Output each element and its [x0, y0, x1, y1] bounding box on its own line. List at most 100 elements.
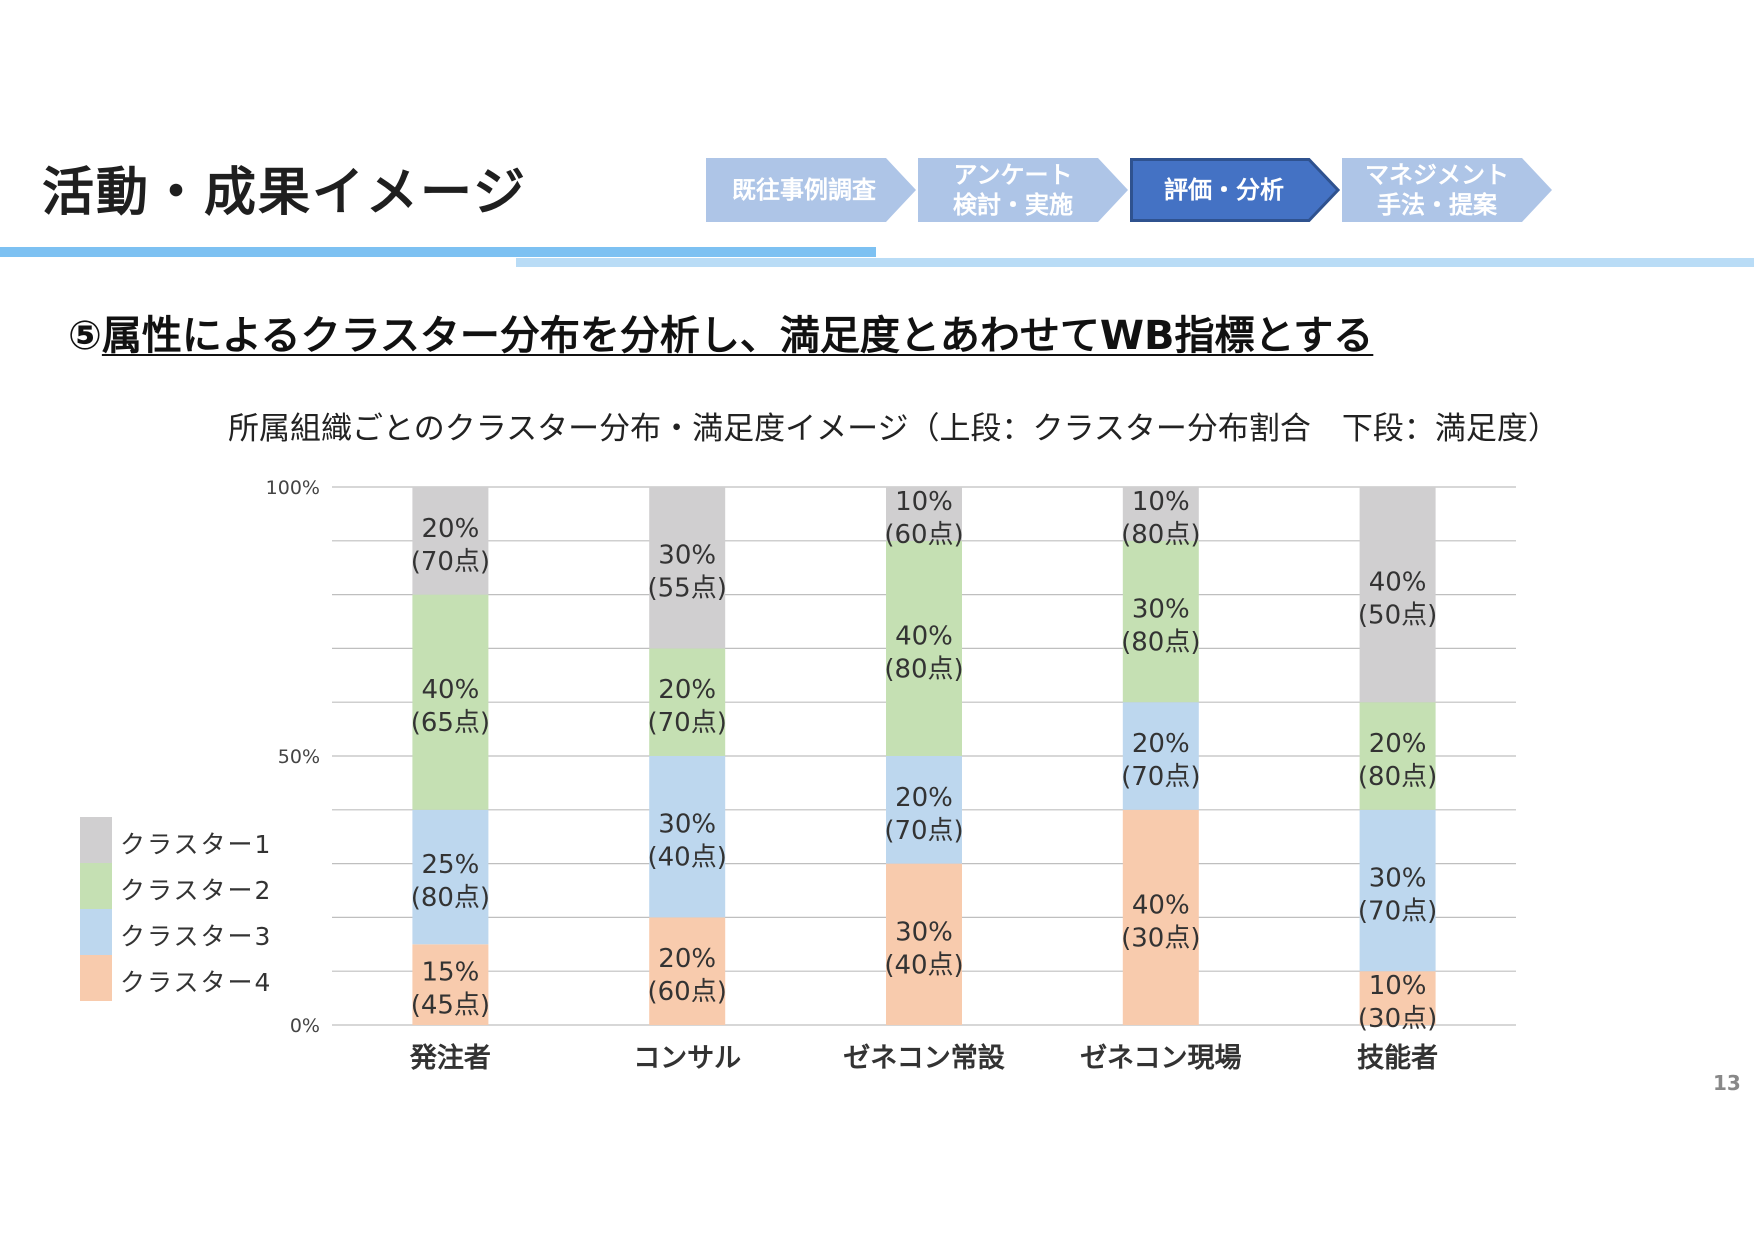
legend-item-cluster2: クラスター2	[80, 863, 320, 909]
x-axis-labels: 発注者 コンサル ゼネコン常設 ゼネコン現場 技能者	[409, 1042, 1438, 1074]
stacked-bar-chart: 0%50%100% 15%(45点)25%(80点)40%(65点)20%(70…	[266, 477, 1516, 1074]
bar-score-label: (80点)	[884, 654, 963, 684]
bar-segment	[649, 648, 726, 756]
bar-segment	[1122, 540, 1199, 703]
x-tick-label: コンサル	[633, 1043, 741, 1074]
bar-percent-label: 10%	[1369, 971, 1427, 1001]
bar-score-label: (70点)	[1358, 897, 1437, 927]
subtitle-number: ⑤	[68, 313, 102, 359]
bar-segment	[412, 809, 489, 945]
bar-score-label: (65点)	[411, 708, 490, 738]
bar-percent-label: 40%	[895, 621, 953, 651]
bar-segment	[1359, 487, 1436, 703]
bar-score-label: (70点)	[648, 708, 727, 738]
bar-score-label: (60点)	[884, 520, 963, 550]
bar-percent-label: 30%	[1132, 595, 1190, 625]
header-rule-secondary	[516, 258, 1754, 267]
bar-score-label: (80点)	[1358, 762, 1437, 792]
bar-segment	[1122, 702, 1199, 810]
legend-item-cluster3: クラスター3	[80, 909, 320, 955]
bar-percent-label: 10%	[1132, 487, 1190, 517]
bar-score-label: (40点)	[648, 843, 727, 873]
step-arrow-shape	[706, 158, 916, 222]
step-label-line1: マネジメント	[1365, 161, 1509, 189]
x-tick-label: ゼネコン常設	[843, 1042, 1005, 1074]
bar-percent-label: 30%	[658, 810, 716, 840]
section-subtitle: ⑤属性によるクラスター分布を分析し、満足度とあわせてWB指標とする	[68, 303, 1373, 361]
bar-percent-label: 10%	[895, 487, 953, 517]
legend-item-cluster1: クラスター1	[80, 817, 320, 863]
process-steps: 既往事例調査 アンケート 検討・実施 評価・分析 マネジメント 手法・提案	[706, 158, 1556, 222]
bar-segment	[886, 487, 962, 541]
bar-score-label: (30点)	[1121, 923, 1200, 953]
bar-percent-label: 40%	[1132, 890, 1190, 920]
page-number: 13	[1713, 1071, 1741, 1095]
bar-score-label: (70点)	[1121, 762, 1200, 792]
page-title: 活動・成果イメージ	[42, 163, 527, 223]
bar-percent-label: 20%	[1132, 729, 1190, 759]
header-rule-primary	[0, 247, 876, 257]
legend-label: クラスター4	[120, 968, 273, 997]
bar-segment	[649, 756, 726, 918]
bar-score-label: (45点)	[411, 991, 490, 1021]
bar-percent-label: 20%	[658, 944, 716, 974]
bar-score-label: (50点)	[1358, 601, 1437, 631]
bar-score-label: (40点)	[884, 950, 963, 980]
y-axis-ticks: 0% 50% 100%	[266, 477, 320, 1037]
step-label-line2: 手法・提案	[1377, 191, 1497, 219]
subtitle-text: 属性によるクラスター分布を分析し、満足度とあわせてWB指標とする	[101, 313, 1374, 359]
legend-item-cluster4: クラスター4	[80, 955, 320, 1001]
legend-swatch	[80, 863, 112, 909]
bar-percent-label: 15%	[422, 958, 480, 988]
bar-score-label: (80点)	[411, 883, 490, 913]
legend-label: クラスター1	[120, 830, 273, 859]
bar-score-label: (30点)	[1358, 1004, 1437, 1034]
y-tick-label: 50%	[278, 746, 320, 768]
bar-segment	[412, 594, 489, 810]
bar-percent-label: 30%	[658, 541, 716, 571]
step-arrow-shape	[1342, 158, 1552, 222]
bar-percent-label: 40%	[422, 675, 480, 705]
chart-title: 所属組織ごとのクラスター分布・満足度イメージ（上段：クラスター分布割合 下段：満…	[228, 411, 1559, 447]
step-arrow-shape	[918, 158, 1128, 222]
bar-percent-label: 20%	[658, 675, 716, 705]
bar-percent-label: 20%	[1369, 729, 1427, 759]
bar-score-label: (70点)	[411, 547, 490, 577]
chart-legend: クラスター1 クラスター2 クラスター3 クラスター4	[80, 817, 320, 1001]
bar-segment	[412, 944, 489, 1025]
bar-segment	[1122, 487, 1199, 541]
legend-label: クラスター3	[120, 922, 273, 951]
legend-swatch	[80, 909, 112, 955]
step-label: 既往事例調査	[732, 176, 876, 204]
bar-percent-label: 30%	[1369, 864, 1427, 894]
bar-score-label: (80点)	[1121, 520, 1200, 550]
bar-score-label: (70点)	[884, 816, 963, 846]
legend-swatch	[80, 955, 112, 1001]
bar-score-label: (60点)	[648, 977, 727, 1007]
x-tick-label: 発注者	[409, 1042, 491, 1074]
step-management: マネジメント 手法・提案	[1342, 158, 1552, 222]
x-tick-label: 技能者	[1357, 1042, 1438, 1074]
y-tick-label: 100%	[266, 477, 320, 499]
y-tick-label: 0%	[290, 1015, 320, 1037]
bar-percent-label: 40%	[1369, 568, 1427, 598]
step-survey: アンケート 検討・実施	[918, 158, 1128, 222]
bar-segment	[1359, 809, 1436, 972]
bar-percent-label: 25%	[422, 850, 480, 880]
bar-percent-label: 20%	[422, 514, 480, 544]
step-label-line2: 検討・実施	[953, 191, 1073, 219]
step-arrow-shape	[1130, 158, 1340, 222]
bar-segment	[886, 863, 962, 1025]
legend-label: クラスター2	[120, 876, 273, 905]
x-tick-label: ゼネコン現場	[1080, 1043, 1241, 1074]
bar-segment	[1122, 809, 1199, 1025]
bar-segment	[649, 917, 726, 1025]
bar-segment	[886, 540, 962, 756]
step-case-study: 既往事例調査	[706, 158, 916, 222]
bar-percent-label: 30%	[895, 917, 953, 947]
step-label-line1: アンケート	[953, 161, 1073, 189]
bar-segment	[1359, 702, 1436, 810]
bar-segment	[649, 487, 726, 649]
step-label: 評価・分析	[1164, 176, 1284, 204]
bar-score-label: (80点)	[1121, 628, 1200, 658]
